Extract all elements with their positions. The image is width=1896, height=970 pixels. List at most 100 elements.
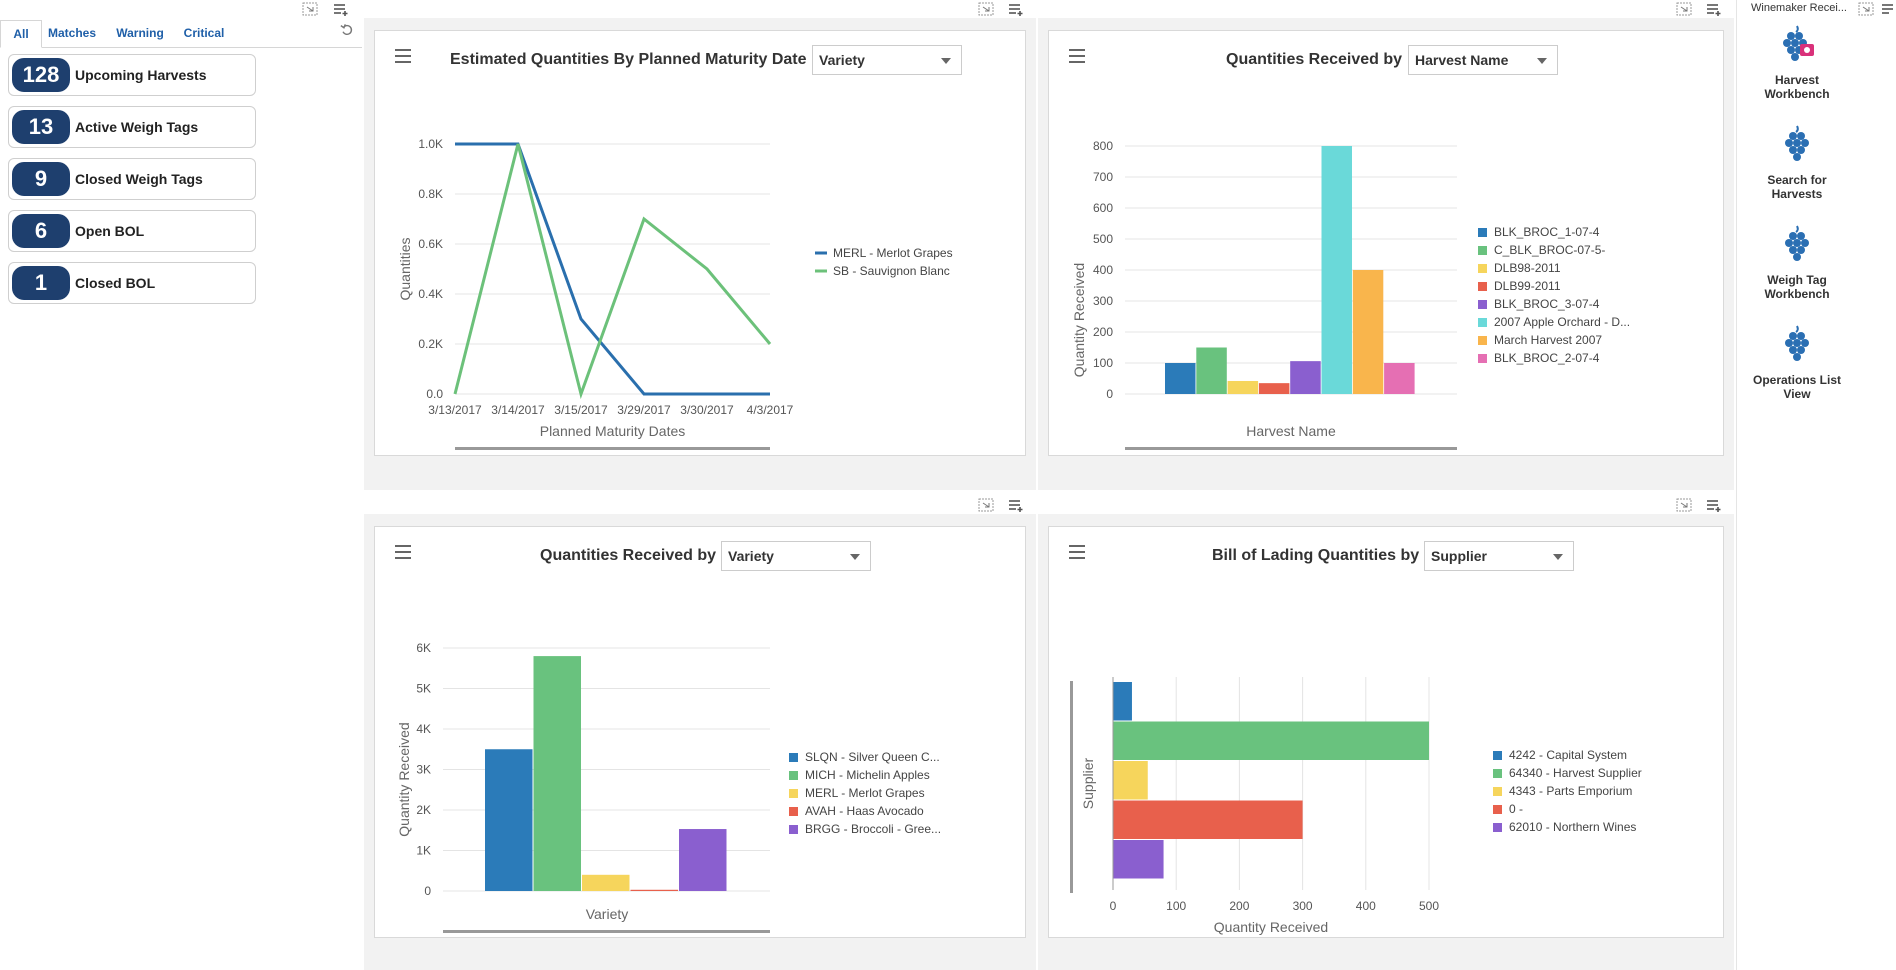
kpi-column: All Matches Warning Critical 128 Upcomin… <box>0 0 362 970</box>
hamburger-menu-icon[interactable] <box>395 49 411 63</box>
x-tick-label: 0 <box>1110 899 1117 913</box>
legend-swatch <box>1478 228 1487 237</box>
kpi-closed-bol[interactable]: 1 Closed BOL <box>8 262 256 304</box>
tab-all[interactable]: All <box>0 20 42 48</box>
legend-swatch <box>789 807 798 816</box>
add-content-icon[interactable] <box>1008 2 1024 16</box>
y-tick-label: 3K <box>416 763 431 777</box>
bar-5 <box>679 829 727 891</box>
legend-swatch <box>1478 264 1487 273</box>
tab-matches[interactable]: Matches <box>47 26 97 40</box>
y-tick-label: 0 <box>1106 387 1113 401</box>
add-content-icon[interactable] <box>1881 2 1896 16</box>
legend-label: 2007 Apple Orchard - D... <box>1494 315 1630 329</box>
x-tick-label: 3/14/2017 <box>491 403 545 417</box>
add-content-icon[interactable] <box>333 2 349 16</box>
refresh-icon[interactable] <box>339 23 355 37</box>
group-by-select[interactable]: Supplier <box>1424 541 1574 571</box>
x-tick-label: 3/30/2017 <box>680 403 734 417</box>
scrollbar <box>1070 681 1073 893</box>
line-series-sb <box>453 143 772 400</box>
add-content-icon[interactable] <box>1706 498 1722 512</box>
y-tick-label: 0.6K <box>418 237 443 251</box>
legend-swatch <box>1478 354 1487 363</box>
kpi-upcoming-harvests[interactable]: 128 Upcoming Harvests <box>8 54 256 96</box>
legend-label: SLQN - Silver Queen C... <box>805 750 940 764</box>
chevron-down-icon <box>941 58 951 64</box>
y-axis-title: Supplier <box>1080 757 1096 809</box>
quick-launch-operations-list[interactable]: Operations List View <box>1737 324 1857 401</box>
legend-label: DLB98-2011 <box>1494 261 1561 275</box>
hamburger-menu-icon[interactable] <box>1069 545 1085 559</box>
y-tick-label: 0.4K <box>418 287 443 301</box>
y-tick-label: 400 <box>1093 263 1113 277</box>
add-content-icon[interactable] <box>1706 2 1722 16</box>
hamburger-menu-icon[interactable] <box>395 545 411 559</box>
y-tick-label: 600 <box>1093 201 1113 215</box>
chevron-down-icon <box>850 554 860 560</box>
group-by-select[interactable]: Variety <box>721 541 871 571</box>
x-tick-label: 500 <box>1419 899 1439 913</box>
legend-swatch <box>1478 282 1487 291</box>
ql-label-line2: Workbench <box>1764 87 1830 101</box>
maximize-icon[interactable] <box>978 2 994 16</box>
legend-label: 0 - <box>1509 802 1523 816</box>
tab-critical[interactable]: Critical <box>183 26 225 40</box>
x-tick-label: 3/13/2017 <box>428 403 482 417</box>
kpi-toolbar <box>0 0 362 20</box>
maximize-icon[interactable] <box>1676 498 1692 512</box>
chart-title: Estimated Quantities By Planned Maturity… <box>450 51 807 68</box>
bar-1 <box>485 749 533 891</box>
y-tick-label: 0.8K <box>418 187 443 201</box>
x-tick-label: 3/15/2017 <box>554 403 608 417</box>
quick-launch-search-harvests[interactable]: Search for Harvests <box>1737 124 1857 201</box>
scrollbar <box>443 930 770 933</box>
grape-operations-icon <box>1785 325 1809 361</box>
ql-label-line1: Search for <box>1767 173 1827 187</box>
quick-launch-weigh-tag-workbench[interactable]: Weigh Tag Workbench <box>1737 224 1857 301</box>
y-tick-label: 1.0K <box>418 137 443 151</box>
panel-4: Bill of Lading Quantities by Supplier 0 1… <box>1048 526 1724 938</box>
legend-label: 4343 - Parts Emporium <box>1509 784 1632 798</box>
filter-tabs: All Matches Warning Critical <box>0 20 362 48</box>
legend-label: BLK_BROC_3-07-4 <box>1494 297 1600 311</box>
grape-weigh-tag-icon <box>1785 225 1809 261</box>
legend-swatch <box>1493 805 1502 814</box>
group-by-select[interactable]: Harvest Name <box>1408 45 1558 75</box>
maximize-icon[interactable] <box>978 498 994 512</box>
chart-type-select[interactable]: Variety <box>812 45 962 75</box>
panel-2: Quantities Received by Harvest Name 0 100… <box>1048 30 1724 456</box>
bar-4 <box>630 889 678 891</box>
x-axis-title: Planned Maturity Dates <box>540 423 686 439</box>
y-axis-title: Quantity Received <box>1071 263 1087 377</box>
y-tick-label: 5K <box>416 682 431 696</box>
y-axis-title: Quantity Received <box>396 722 412 836</box>
kpi-active-weigh-tags[interactable]: 13 Active Weigh Tags <box>8 106 256 148</box>
x-tick-label: 300 <box>1293 899 1313 913</box>
quick-launch-harvest-workbench[interactable]: Harvest Workbench <box>1737 24 1857 101</box>
select-value: Variety <box>728 548 774 564</box>
tab-warning[interactable]: Warning <box>116 26 164 40</box>
legend-label: BRGG - Broccoli - Gree... <box>805 822 941 836</box>
hamburger-menu-icon[interactable] <box>1069 49 1085 63</box>
y-tick-label: 4K <box>416 722 431 736</box>
y-tick-label: 0.0 <box>426 387 443 401</box>
kpi-closed-weigh-tags[interactable]: 9 Closed Weigh Tags <box>8 158 256 200</box>
add-content-icon[interactable] <box>1008 498 1024 512</box>
bar-chart: 0 1K 2K 3K 4K 5K 6K Variety Quantity Received SLQ… <box>396 641 941 933</box>
bar-8 <box>1384 363 1415 394</box>
kpi-open-bol[interactable]: 6 Open BOL <box>8 210 256 252</box>
legend-label: MERL - Merlot Grapes <box>833 246 953 260</box>
bar-3 <box>1113 761 1148 800</box>
panel-1-wrapper: Estimated Quantities By Planned Maturity… <box>364 2 1036 490</box>
panel-2-wrapper: Quantities Received by Harvest Name 0 100… <box>1038 2 1734 490</box>
kpi-count: 13 <box>12 110 70 144</box>
legend-swatch <box>1493 787 1502 796</box>
maximize-icon[interactable] <box>302 2 318 16</box>
maximize-icon[interactable] <box>1858 2 1874 16</box>
maximize-icon[interactable] <box>1676 2 1692 16</box>
legend-swatch <box>1478 336 1487 345</box>
y-tick-label: 500 <box>1093 232 1113 246</box>
bar-3 <box>582 874 630 891</box>
legend-label: SB - Sauvignon Blanc <box>833 264 950 278</box>
